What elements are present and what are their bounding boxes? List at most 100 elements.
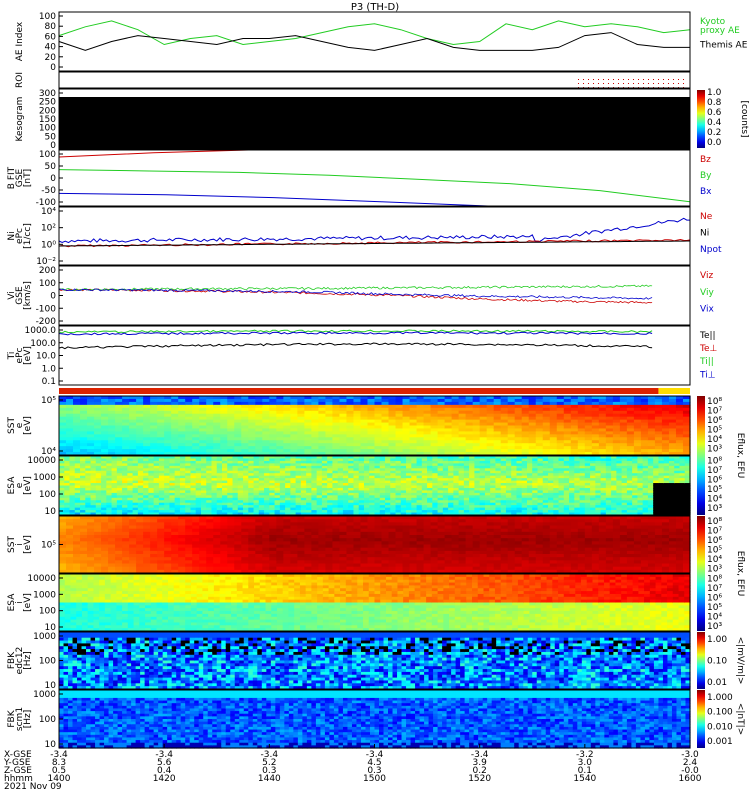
spectro-cell bbox=[64, 480, 71, 484]
spectro-cell bbox=[661, 425, 670, 430]
spectro-cell bbox=[465, 419, 474, 424]
spectro-cell bbox=[472, 404, 481, 409]
spectro-cell bbox=[521, 416, 530, 421]
spectro-cell bbox=[195, 456, 202, 460]
spectro-cell bbox=[115, 422, 123, 427]
spectro-cell bbox=[381, 401, 390, 406]
spectro-cell bbox=[185, 407, 193, 412]
spectro-cell bbox=[297, 431, 305, 435]
spectro-cell bbox=[143, 401, 151, 406]
spectro-cell bbox=[248, 419, 256, 424]
spectro-cell bbox=[122, 470, 128, 474]
spectro-cell bbox=[556, 434, 565, 438]
spectro-cell bbox=[241, 434, 249, 438]
spectro-cell bbox=[493, 452, 502, 456]
spectro-cell bbox=[353, 407, 362, 412]
spectro-cell bbox=[74, 507, 81, 511]
spectro-cell bbox=[640, 410, 649, 415]
spectro-cell bbox=[374, 401, 383, 406]
spectro-cell bbox=[619, 401, 628, 406]
spectro-cell bbox=[584, 449, 593, 453]
spectro-cell bbox=[675, 437, 684, 441]
spectro-cell bbox=[682, 396, 691, 400]
spectro-cell bbox=[416, 446, 425, 450]
spectro-cell bbox=[206, 398, 214, 403]
spectro-cell bbox=[220, 404, 228, 409]
spectro-cell bbox=[262, 398, 270, 403]
spectro-cell bbox=[619, 396, 628, 400]
spectro-cell bbox=[80, 490, 86, 494]
spectro-cell bbox=[311, 413, 320, 418]
spectro-cell bbox=[153, 470, 160, 474]
spectro-cell bbox=[227, 398, 235, 403]
spectro-cell bbox=[211, 492, 218, 496]
spectro-cell bbox=[115, 401, 123, 406]
spectro-cell bbox=[262, 431, 270, 435]
spectro-cell bbox=[619, 434, 628, 438]
spectro-cell bbox=[409, 434, 418, 438]
spectro-cell bbox=[451, 410, 460, 415]
spectro-cell bbox=[220, 425, 228, 430]
spectro-cell bbox=[458, 449, 467, 453]
spectro-cell bbox=[122, 425, 130, 430]
spectro-cell bbox=[195, 507, 202, 511]
spectro-cell bbox=[605, 416, 614, 421]
spectro-cell bbox=[171, 396, 179, 400]
spectro-cell bbox=[157, 434, 165, 438]
spectro-cell bbox=[591, 413, 600, 418]
spectro-cell bbox=[619, 452, 628, 456]
spectro-cell bbox=[85, 505, 92, 509]
spectro-cell bbox=[241, 431, 249, 435]
spectro-cell bbox=[584, 428, 593, 432]
spectro-cell bbox=[612, 440, 621, 444]
spectro-cell bbox=[381, 452, 390, 456]
spectro-cell bbox=[430, 398, 439, 403]
spectro-cell bbox=[346, 410, 355, 415]
spectro-cell bbox=[311, 419, 320, 424]
spectro-cell bbox=[132, 465, 139, 469]
kyoto-ae-line bbox=[58, 20, 691, 46]
spectro-cell bbox=[190, 512, 197, 516]
spectro-cell bbox=[80, 446, 88, 450]
spectro-cell bbox=[311, 434, 320, 438]
spectro-cell bbox=[395, 443, 404, 447]
spectro-cell bbox=[353, 419, 362, 424]
spectro-cell bbox=[542, 404, 551, 409]
spectro-cell bbox=[528, 449, 537, 453]
spectro-cell bbox=[451, 452, 460, 456]
spectro-cell bbox=[353, 413, 362, 418]
spectro-cell bbox=[190, 468, 197, 472]
spectro-cell bbox=[556, 440, 565, 444]
spectro-cell bbox=[195, 483, 202, 487]
spectro-cell bbox=[535, 446, 544, 450]
spectro-cell bbox=[69, 502, 76, 506]
spectro-cell bbox=[127, 510, 134, 514]
spectro-cell bbox=[549, 428, 558, 432]
spectro-cell bbox=[458, 407, 467, 412]
spectro-cell bbox=[69, 487, 76, 492]
spectro-cell bbox=[137, 468, 144, 472]
spectro-cell bbox=[59, 490, 65, 494]
spectro-cell bbox=[640, 413, 649, 418]
spectro-cell bbox=[682, 398, 691, 403]
spectro-cell bbox=[227, 404, 235, 409]
spectro-cell bbox=[514, 416, 523, 421]
spectro-cell bbox=[101, 398, 109, 403]
spectro-cell bbox=[74, 487, 81, 492]
spectro-cell bbox=[115, 398, 123, 403]
spectro-cell bbox=[64, 512, 71, 516]
spectro-cell bbox=[108, 452, 116, 456]
spectro-cell bbox=[164, 458, 171, 462]
spectro-cell bbox=[591, 422, 600, 427]
spectro-cell bbox=[64, 478, 71, 482]
spectro-cell bbox=[132, 470, 139, 474]
spectro-cell bbox=[136, 443, 144, 447]
spectro-cell bbox=[90, 500, 97, 504]
spectro-cell bbox=[654, 440, 663, 444]
spectro-cell bbox=[158, 483, 165, 487]
spectro-cell bbox=[190, 473, 197, 477]
spectro-cell bbox=[200, 497, 207, 501]
spectro-cell bbox=[612, 398, 621, 403]
spectro-cell bbox=[612, 419, 621, 424]
spectro-cell bbox=[493, 446, 502, 450]
